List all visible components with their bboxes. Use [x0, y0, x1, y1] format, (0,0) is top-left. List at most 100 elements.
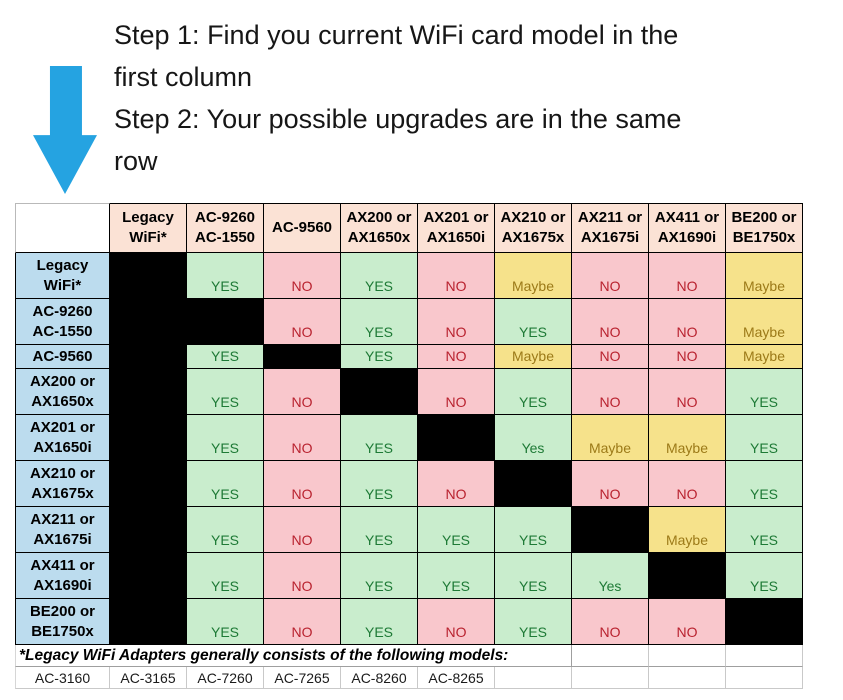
row-header-ax200-or: AX200 or AX1650x	[15, 369, 110, 415]
instructions: Step 1: Find you current WiFi card model…	[114, 14, 814, 182]
footnote-empty-cell	[726, 645, 803, 667]
cell-ax200-or-ax411-or: NO	[649, 369, 726, 415]
cell-ax210-or-be200-or: YES	[726, 461, 803, 507]
compatibility-table: Legacy WiFi* AC-9260 AC-1550 AC-9560 AX200 …	[15, 203, 803, 689]
footnote-empty-cell	[649, 645, 726, 667]
row-header-ax201-or: AX201 or AX1650i	[15, 415, 110, 461]
cell-ax200-or-ax210-or: YES	[495, 369, 572, 415]
cell-ac-9260-ax201-or: NO	[418, 299, 495, 345]
cell-ax210-or-legacy	[110, 461, 187, 507]
cell-ax411-or-ax201-or: YES	[418, 553, 495, 599]
cell-legacy-be200-or: Maybe	[726, 253, 803, 299]
cell-ax201-or-ax201-or	[418, 415, 495, 461]
cell-legacy-ax411-or: NO	[649, 253, 726, 299]
col-header-ax210-or: AX210 or AX1675x	[495, 203, 572, 253]
row-header-ac-9260: AC-9260 AC-1550	[15, 299, 110, 345]
cell-ax200-or-ax211-or: NO	[572, 369, 649, 415]
cell-ax201-or-ax200-or: YES	[341, 415, 418, 461]
cell-ax211-or-ax201-or: YES	[418, 507, 495, 553]
row-header-legacy: Legacy WiFi*	[15, 253, 110, 299]
legacy-model-ac-3160: AC-3160	[15, 667, 110, 689]
cell-ax211-or-legacy	[110, 507, 187, 553]
cell-ac-9260-ax210-or: YES	[495, 299, 572, 345]
cell-legacy-ax210-or: Maybe	[495, 253, 572, 299]
cell-ax200-or-ax201-or: NO	[418, 369, 495, 415]
cell-ac-9560-ax201-or: NO	[418, 345, 495, 369]
cell-ac-9560-ax211-or: NO	[572, 345, 649, 369]
cell-be200-or-ax411-or: NO	[649, 599, 726, 645]
legacy-model-ac-8260: AC-8260	[341, 667, 418, 689]
cell-ax200-or-ac-9560: NO	[264, 369, 341, 415]
col-header-ax411-or: AX411 or AX1690i	[649, 203, 726, 253]
cell-ax201-or-ac-9260: YES	[187, 415, 264, 461]
cell-ac-9260-ax411-or: NO	[649, 299, 726, 345]
cell-ax411-or-ax210-or: YES	[495, 553, 572, 599]
instruction-line-4: row	[114, 146, 158, 176]
cell-be200-or-ax211-or: NO	[572, 599, 649, 645]
legacy-model-empty-cell	[572, 667, 649, 689]
cell-legacy-ax201-or: NO	[418, 253, 495, 299]
col-header-legacy: Legacy WiFi*	[110, 203, 187, 253]
cell-ax210-or-ax201-or: NO	[418, 461, 495, 507]
cell-ax211-or-ax411-or: Maybe	[649, 507, 726, 553]
legacy-model-ac-3165: AC-3165	[110, 667, 187, 689]
cell-ax200-or-ax200-or	[341, 369, 418, 415]
legacy-model-ac-7260: AC-7260	[187, 667, 264, 689]
cell-be200-or-ax201-or: NO	[418, 599, 495, 645]
cell-legacy-ac-9560: NO	[264, 253, 341, 299]
footnote: *Legacy WiFi Adapters generally consists…	[15, 645, 572, 667]
row-header-ac-9560: AC-9560	[15, 345, 110, 369]
col-header-ax201-or: AX201 or AX1650i	[418, 203, 495, 253]
cell-ac-9260-ac-9260	[187, 299, 264, 345]
legacy-model-empty-cell	[726, 667, 803, 689]
cell-ac-9560-ac-9260: YES	[187, 345, 264, 369]
cell-legacy-ax211-or: NO	[572, 253, 649, 299]
cell-ac-9260-ac-9560: NO	[264, 299, 341, 345]
cell-ax210-or-ac-9260: YES	[187, 461, 264, 507]
cell-be200-or-ax200-or: YES	[341, 599, 418, 645]
row-header-be200-or: BE200 or BE1750x	[15, 599, 110, 645]
cell-ax211-or-ac-9260: YES	[187, 507, 264, 553]
cell-ac-9560-ax200-or: YES	[341, 345, 418, 369]
cell-ax211-or-ax200-or: YES	[341, 507, 418, 553]
cell-be200-or-be200-or	[726, 599, 803, 645]
row-header-ax211-or: AX211 or AX1675i	[15, 507, 110, 553]
cell-ax201-or-ac-9560: NO	[264, 415, 341, 461]
instruction-line-3: Step 2: Your possible upgrades are in th…	[114, 104, 682, 134]
cell-ac-9560-ac-9560	[264, 345, 341, 369]
cell-ax201-or-ax211-or: Maybe	[572, 415, 649, 461]
row-header-ax210-or: AX210 or AX1675x	[15, 461, 110, 507]
cell-legacy-ax200-or: YES	[341, 253, 418, 299]
cell-ax411-or-ax411-or	[649, 553, 726, 599]
cell-ac-9560-ax210-or: Maybe	[495, 345, 572, 369]
cell-ax200-or-legacy	[110, 369, 187, 415]
legacy-model-empty-cell	[495, 667, 572, 689]
cell-ax201-or-ax210-or: Yes	[495, 415, 572, 461]
cell-be200-or-ac-9260: YES	[187, 599, 264, 645]
cell-ax211-or-ac-9560: NO	[264, 507, 341, 553]
cell-ax411-or-ax211-or: Yes	[572, 553, 649, 599]
cell-ax200-or-be200-or: YES	[726, 369, 803, 415]
col-header-ax200-or: AX200 or AX1650x	[341, 203, 418, 253]
footnote-empty-cell	[572, 645, 649, 667]
instruction-line-1: Step 1: Find you current WiFi card model…	[114, 20, 679, 50]
table-corner-cell	[15, 203, 110, 253]
cell-ac-9560-ax411-or: NO	[649, 345, 726, 369]
cell-ac-9260-ax200-or: YES	[341, 299, 418, 345]
cell-ax411-or-ax200-or: YES	[341, 553, 418, 599]
cell-be200-or-ax210-or: YES	[495, 599, 572, 645]
cell-ac-9560-be200-or: Maybe	[726, 345, 803, 369]
cell-ax411-or-ac-9560: NO	[264, 553, 341, 599]
cell-ac-9260-legacy	[110, 299, 187, 345]
cell-legacy-ac-9260: YES	[187, 253, 264, 299]
instruction-line-2: first column	[114, 62, 253, 92]
legacy-model-ac-7265: AC-7265	[264, 667, 341, 689]
col-header-ac-9560: AC-9560	[264, 203, 341, 253]
cell-ax211-or-ax211-or	[572, 507, 649, 553]
cell-ax411-or-legacy	[110, 553, 187, 599]
cell-be200-or-ac-9560: NO	[264, 599, 341, 645]
row-header-ax411-or: AX411 or AX1690i	[15, 553, 110, 599]
cell-ax201-or-legacy	[110, 415, 187, 461]
cell-ac-9260-be200-or: Maybe	[726, 299, 803, 345]
cell-legacy-legacy	[110, 253, 187, 299]
